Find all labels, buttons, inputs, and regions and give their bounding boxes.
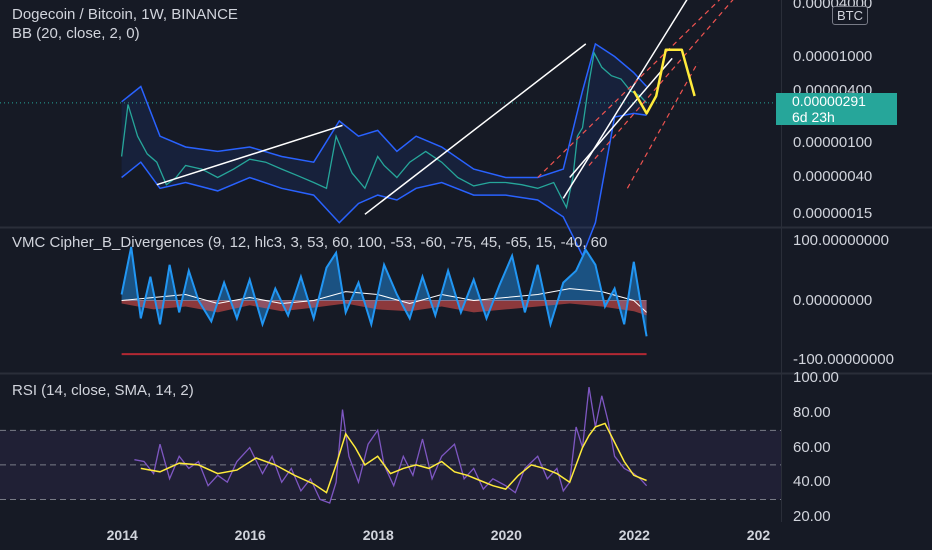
time-axis-tick-label: 2020 xyxy=(490,527,522,543)
rsi-axis-tick-label: 20.00 xyxy=(793,507,831,525)
osc-axis-tick-label: 100.00000000 xyxy=(793,231,889,249)
wt2-line xyxy=(121,288,647,313)
symbol-title[interactable]: Dogecoin / Bitcoin, 1W, BINANCE xyxy=(12,6,238,23)
channel-dashed-line xyxy=(626,62,699,189)
time-axis-tick-label: 2022 xyxy=(618,527,650,543)
osc-axis-tick-label: -100.00000000 xyxy=(793,351,894,369)
currency-badge[interactable]: BTC xyxy=(832,6,868,25)
bb-band-fill xyxy=(121,43,647,256)
price-axis-tick-label: 0.00000100 xyxy=(793,134,873,152)
bb-indicator-label[interactable]: BB (20, close, 2, 0) xyxy=(12,25,140,42)
price-axis-tick-label: 0.00000040 xyxy=(793,168,873,186)
bb-lower-band xyxy=(121,112,647,258)
trendline xyxy=(562,0,688,199)
rsi-axis-tick-label: 100.00 xyxy=(793,369,839,387)
money-flow-area xyxy=(121,300,647,316)
trendline xyxy=(569,57,673,178)
price-close-line xyxy=(120,50,648,210)
vmc-indicator-label[interactable]: VMC Cipher_B_Divergences (9, 12, hlc3, 3… xyxy=(12,234,608,251)
time-axis-tick-label: 2014 xyxy=(106,527,138,543)
rsi-axis-tick-label: 40.00 xyxy=(793,473,831,491)
osc-axis-tick-label: 0.00000000 xyxy=(793,291,873,309)
channel-dashed-line xyxy=(537,0,721,178)
projection-curve xyxy=(632,48,696,115)
bb-upper-band xyxy=(121,42,648,179)
last-price-tag: 0.00000291 6d 23h xyxy=(776,93,897,125)
trendline xyxy=(364,43,587,215)
channel-dashed-line xyxy=(588,0,734,166)
rsi-ma-line xyxy=(140,422,647,494)
rsi-indicator-label[interactable]: RSI (14, close, SMA, 14, 2) xyxy=(12,382,194,399)
wt1-line xyxy=(120,246,648,337)
time-axis-tick-label: 2016 xyxy=(234,527,266,543)
rsi-axis-tick-label: 60.00 xyxy=(793,438,831,456)
time-axis-tick-label: 2018 xyxy=(362,527,394,543)
bar-countdown: 6d 23h xyxy=(792,109,835,125)
wt1-area xyxy=(121,246,647,337)
last-price-value: 0.00000291 xyxy=(792,93,866,109)
trendline xyxy=(156,124,343,186)
time-axis-tick-label: 202 xyxy=(746,527,771,543)
rsi-axis-tick-label: 80.00 xyxy=(793,404,831,422)
price-axis-tick-label: 0.00001000 xyxy=(793,47,873,65)
price-axis-tick-label: 0.00000015 xyxy=(793,205,873,223)
